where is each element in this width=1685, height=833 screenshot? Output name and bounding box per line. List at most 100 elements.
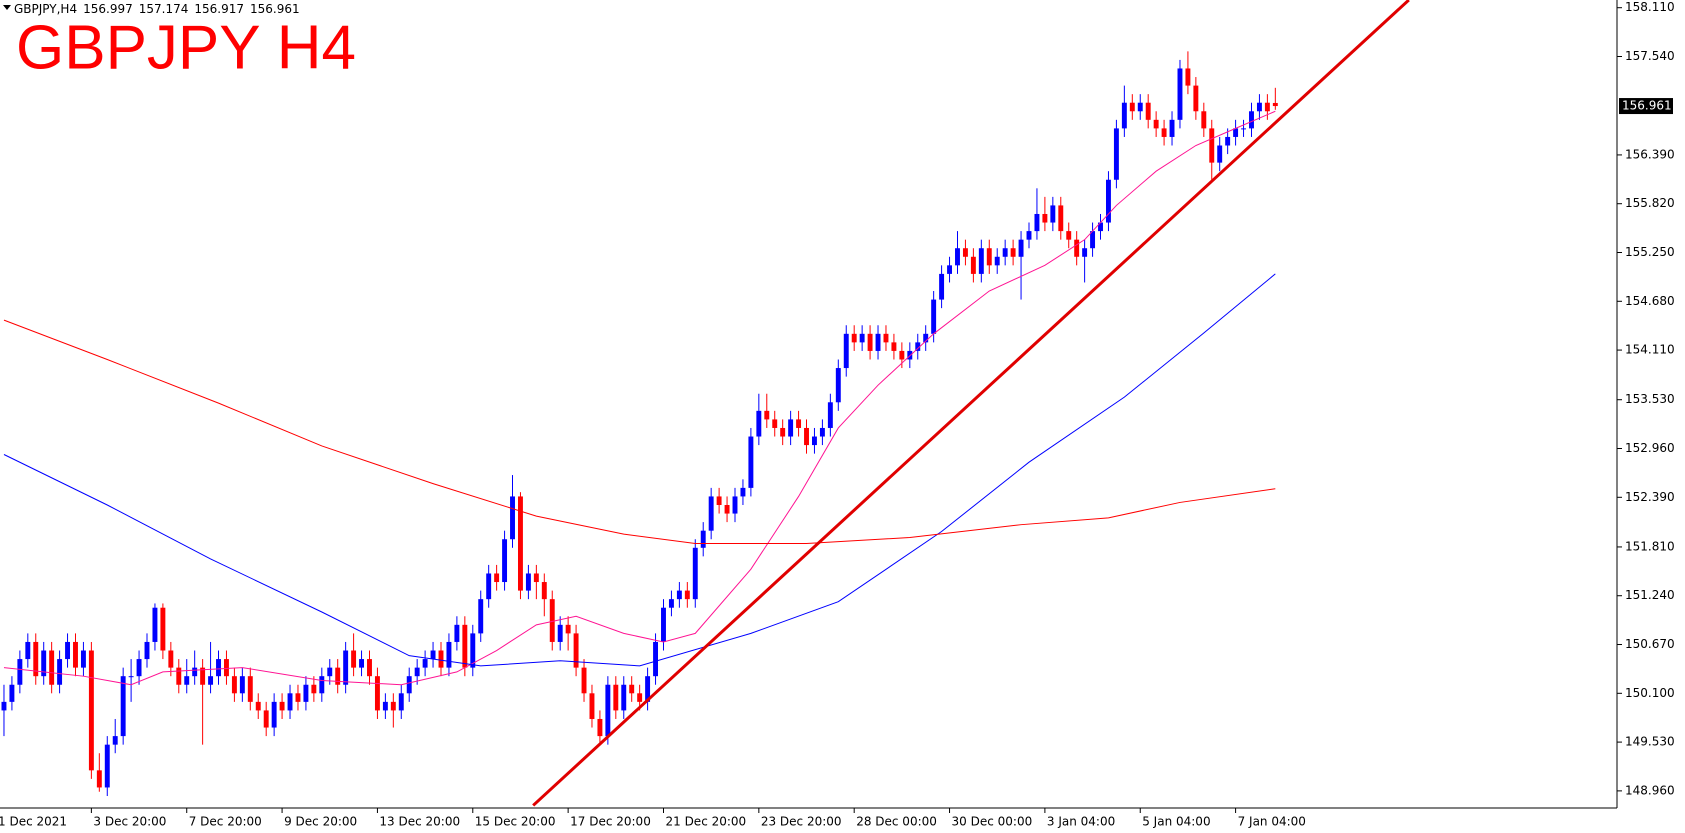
candle-body — [525, 573, 531, 591]
x-tick-label: 3 Jan 04:00 — [1047, 815, 1115, 829]
x-tick-label: 23 Dec 20:00 — [761, 815, 842, 829]
menu-arrow[interactable] — [3, 5, 11, 10]
candle-body — [223, 659, 229, 677]
candle-body — [1137, 102, 1143, 112]
candle-body — [1161, 128, 1167, 137]
candle-body — [708, 496, 714, 531]
candle-body — [1169, 119, 1175, 137]
candle-body — [732, 496, 738, 514]
candle-body — [597, 718, 603, 737]
header: GBPJPY,H4 156.997 157.174 156.917 156.961 — [14, 2, 300, 16]
candle-body — [788, 419, 794, 437]
candle-body — [931, 299, 937, 334]
candle-body — [271, 701, 277, 728]
candle-body — [1066, 231, 1072, 240]
y-tick-label: 149.530 — [1625, 735, 1675, 749]
candle-body — [446, 641, 452, 668]
candle-body — [1177, 68, 1183, 120]
x-tick-label: 21 Dec 20:00 — [665, 815, 746, 829]
candle-body — [1098, 222, 1103, 232]
candle-body — [398, 693, 404, 711]
candle-body — [1050, 205, 1056, 223]
candle-body — [827, 402, 833, 428]
candle-body — [970, 256, 976, 274]
candle-body — [986, 248, 992, 266]
candle-body — [819, 427, 825, 437]
candle-body — [1256, 102, 1262, 112]
x-tick-label: 9 Dec 20:00 — [284, 815, 357, 829]
candle-body — [184, 676, 190, 685]
candle-body — [939, 273, 945, 300]
candle-body — [200, 667, 206, 685]
candle-body — [136, 659, 142, 677]
overlay-line — [3, 110, 1276, 686]
candle-body — [422, 659, 428, 668]
candle-body — [549, 599, 555, 642]
candle-body — [359, 659, 365, 668]
candle-body — [96, 770, 102, 788]
candle-body — [645, 676, 651, 702]
candle-body — [1002, 248, 1008, 257]
symbol: GBPJPY,H4 — [14, 2, 77, 16]
candle-body — [73, 641, 78, 668]
candle-body — [216, 659, 221, 677]
candle-body — [406, 676, 412, 694]
candle-body — [1225, 136, 1231, 146]
candle-body — [796, 419, 802, 428]
candle-body — [724, 505, 730, 514]
candle-body — [510, 496, 515, 540]
candle-body — [835, 368, 841, 403]
candle-body — [613, 684, 619, 711]
candle-body — [239, 676, 245, 694]
candle-body — [581, 667, 587, 694]
candle-body — [287, 693, 293, 711]
candle-body — [1153, 119, 1159, 129]
y-tick-label: 152.960 — [1625, 441, 1675, 455]
candle-body — [128, 676, 134, 678]
candle-body — [1058, 205, 1064, 232]
candle-body — [1193, 85, 1199, 112]
candle-body — [589, 693, 595, 719]
candle-body — [478, 599, 484, 634]
candle-body — [1082, 248, 1088, 257]
candle-body — [319, 676, 325, 694]
candle-body — [684, 590, 690, 600]
x-tick-label: 7 Dec 20:00 — [189, 815, 262, 829]
chart-title: GBPJPY H4 — [16, 13, 356, 82]
candle-body — [859, 333, 865, 343]
candle-body — [438, 650, 444, 668]
candle-body — [351, 650, 357, 668]
candle-body — [17, 659, 23, 685]
candle-body — [811, 436, 817, 446]
candle-body — [152, 607, 158, 642]
candle-body — [1105, 179, 1111, 223]
candle-body — [65, 641, 71, 660]
candle-body — [851, 333, 857, 343]
y-tick-label: 148.960 — [1625, 783, 1675, 797]
y-tick-label: 155.820 — [1625, 196, 1675, 210]
close: 156.961 — [250, 2, 300, 16]
candle-body — [661, 607, 666, 642]
candle-body — [1034, 213, 1040, 232]
candle-body — [653, 641, 659, 677]
candle-body — [1042, 213, 1048, 223]
x-tick-label: 15 Dec 20:00 — [475, 815, 556, 829]
candle-body — [962, 248, 968, 257]
candle-body — [1201, 111, 1207, 129]
current-price-box — [1619, 98, 1673, 115]
candle-body — [804, 427, 809, 446]
x-tick-label: 28 Dec 00:00 — [856, 815, 937, 829]
candle-body — [740, 487, 746, 497]
candle-body — [303, 684, 309, 702]
current-price-label: 156.961 — [1622, 99, 1672, 113]
candle-body — [899, 350, 905, 360]
candle-body — [231, 676, 237, 694]
candle-body — [367, 659, 372, 677]
candle-body — [748, 436, 754, 488]
candle-body — [1018, 239, 1024, 257]
x-tick-label: 5 Jan 04:00 — [1142, 815, 1210, 829]
candle-body — [208, 676, 214, 685]
candle-body — [374, 676, 380, 711]
candle-body — [470, 633, 476, 668]
